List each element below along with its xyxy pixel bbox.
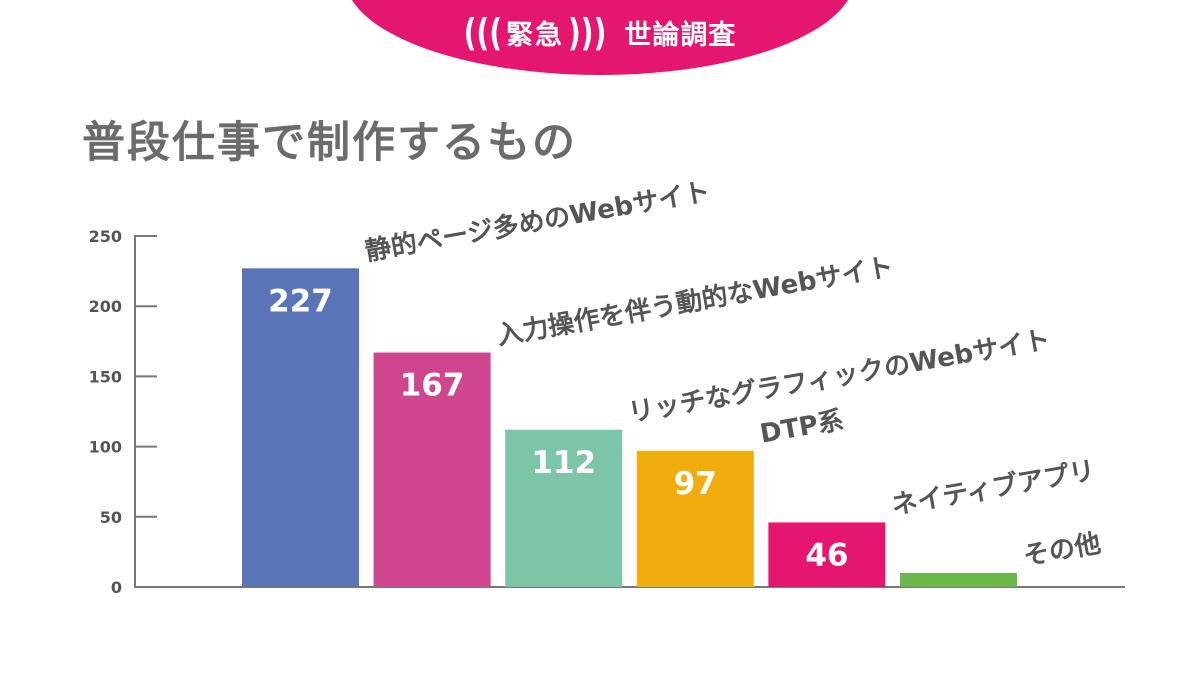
- signal-waves-right-icon: ))): [568, 9, 607, 55]
- y-tick-label: 0: [111, 578, 122, 597]
- badge-survey-label: 世論調査: [624, 19, 737, 51]
- bar: [373, 352, 491, 587]
- bar: [505, 429, 623, 587]
- bar: [242, 268, 359, 587]
- badge-urgent-label: 緊急: [506, 19, 564, 51]
- y-tick-label: 100: [89, 438, 122, 457]
- bar-value-label: 97: [674, 466, 717, 502]
- category-label: ネイティブアプリ: [889, 455, 1097, 521]
- bar: [636, 450, 754, 587]
- header-badge-content: ((( 緊急 ))) 世論調査: [345, 9, 855, 55]
- bar-value-label: 227: [268, 283, 333, 319]
- bar-value-label: 46: [805, 537, 848, 573]
- signal-waves-left-icon: (((: [463, 9, 502, 55]
- bar: [900, 572, 1017, 587]
- bar-value-label: 112: [531, 445, 596, 481]
- bar-value-label: 167: [400, 368, 465, 404]
- category-label: DTP系: [758, 406, 846, 450]
- category-label: 静的ページ多めのWebサイト: [363, 176, 713, 267]
- y-tick-label: 50: [100, 508, 122, 527]
- y-tick-label: 200: [89, 297, 122, 316]
- bar: [768, 522, 886, 587]
- y-tick-label: 150: [89, 367, 122, 386]
- chart-title: 普段仕事で制作するもの: [82, 118, 577, 168]
- category-label: その他: [1021, 529, 1103, 572]
- category-label: 入力操作を伴う動的なWebサイト: [494, 251, 895, 351]
- y-tick-label: 250: [89, 227, 122, 246]
